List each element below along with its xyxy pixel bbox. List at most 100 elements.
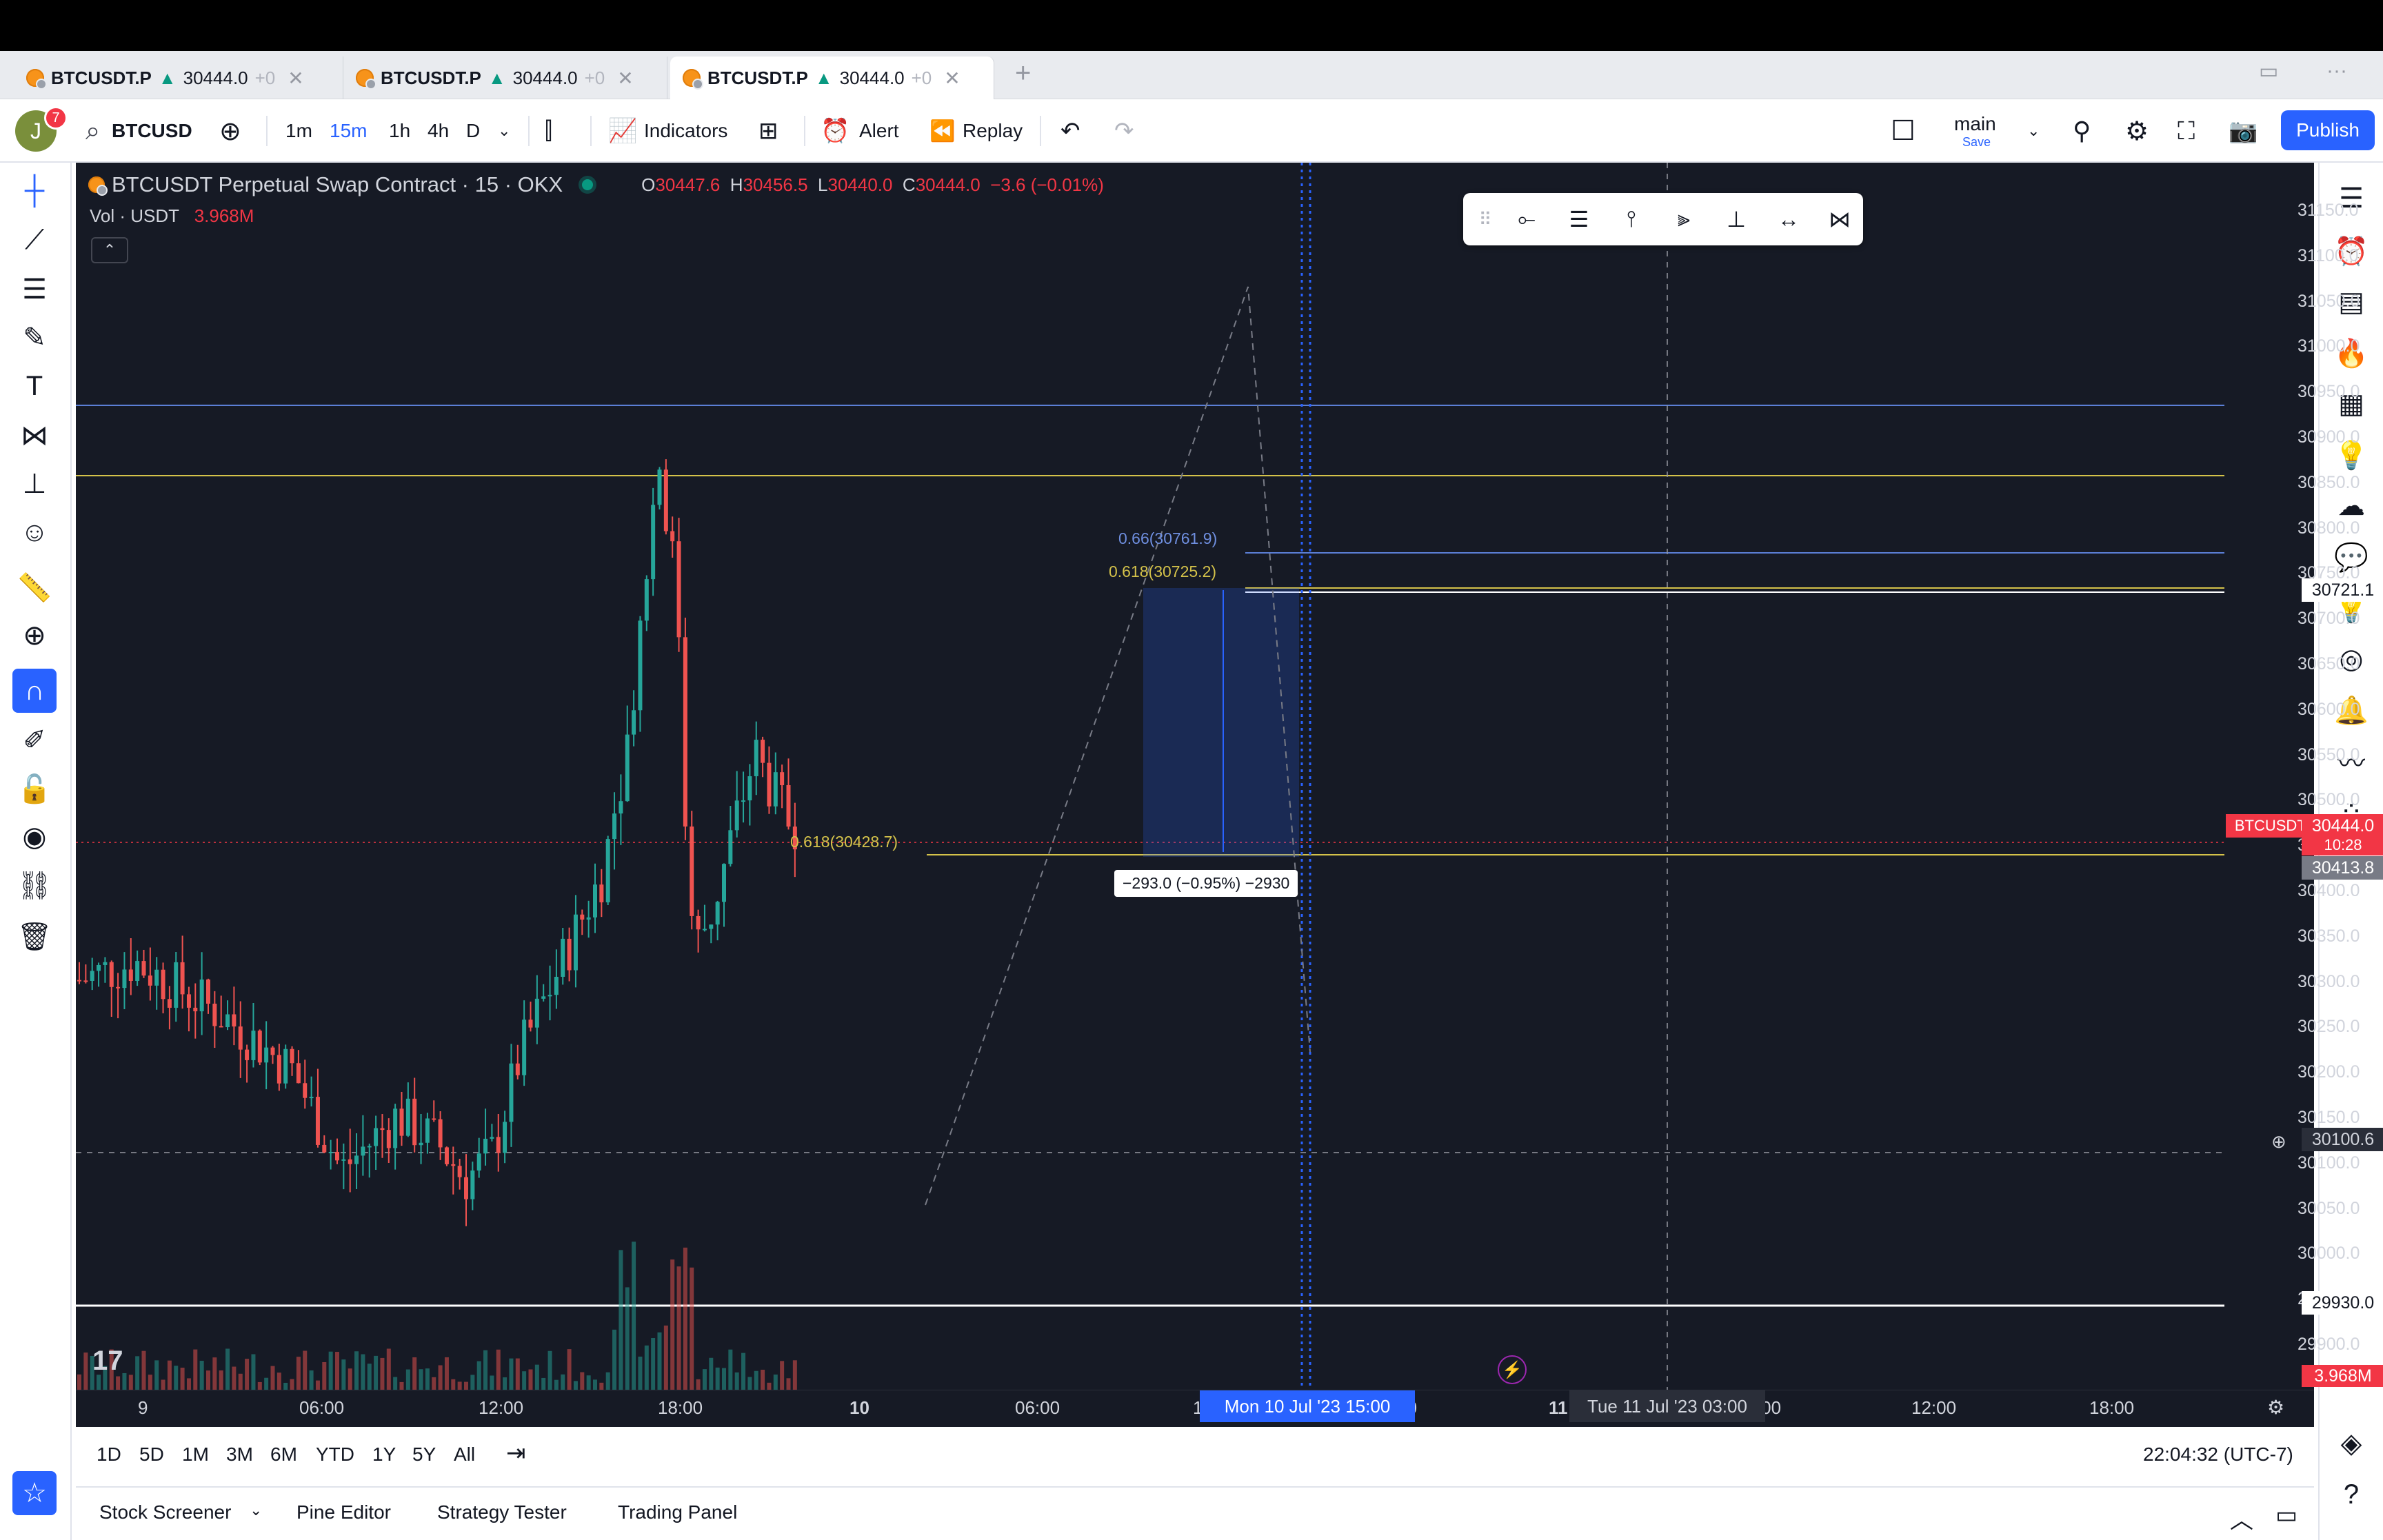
smiley-icon[interactable]: ☺ [20, 516, 49, 547]
trash-icon[interactable]: 🗑 [17, 921, 52, 952]
chart-canvas[interactable] [76, 163, 2314, 1390]
measure-icon[interactable]: ⊥ [22, 469, 47, 499]
price-range-icon[interactable]: ⊥ [1727, 207, 1746, 232]
interval-4h[interactable]: 4h [428, 120, 450, 141]
interval-1m[interactable]: 1m [285, 120, 312, 141]
ideas-bulb-icon[interactable]: 💡 [2334, 440, 2369, 471]
chat-cloud-icon[interactable]: ☁ [2337, 491, 2365, 521]
add-alert-plus-icon[interactable]: ⊕ [2271, 1131, 2286, 1152]
layers-icon[interactable]: ◈ [2340, 1428, 2362, 1459]
interval-d[interactable]: D [466, 120, 481, 141]
ruler-icon[interactable]: 📏 [17, 572, 52, 603]
chevron-down-icon[interactable]: ⌄ [250, 1501, 263, 1519]
clock[interactable]: 22:04:32 (UTC-7) [2143, 1443, 2293, 1465]
collapse-legend-icon[interactable]: ⌃ [91, 237, 128, 263]
stream-icon[interactable]: ◎ [2339, 644, 2364, 674]
replay-button[interactable]: Replay [963, 120, 1023, 141]
fullscreen-icon[interactable]: ⛶ [2178, 116, 2195, 145]
indicators-button[interactable]: Indicators [644, 120, 728, 141]
fib-retracement-icon[interactable]: ☰ [22, 274, 47, 305]
drag-handle-icon[interactable]: ⠿ [1478, 208, 1492, 230]
data-window-icon[interactable]: ▤ [2338, 287, 2364, 317]
date-range-icon[interactable]: ↔ [1778, 206, 1800, 232]
compare-plus-icon[interactable]: ⊕ [219, 116, 241, 146]
alert-button[interactable]: Alert [859, 120, 899, 141]
settings-icon[interactable]: ⚙ [2267, 1397, 2285, 1418]
close-icon[interactable]: ✕ [617, 67, 634, 89]
chart-tab-3[interactable]: BTCUSDT.P ▲ 30444.0 +0 ✕ [670, 57, 994, 99]
pattern-icon[interactable]: ⋈ [21, 421, 48, 451]
range-ytd[interactable]: YTD [316, 1443, 354, 1465]
alert-clock-icon[interactable]: ⏰ [821, 118, 850, 144]
fib-tool-icon[interactable]: ☰ [1569, 207, 1589, 232]
tab-trading-panel[interactable]: Trading Panel [618, 1501, 738, 1523]
lock-icon[interactable]: 🔓 [17, 773, 52, 804]
go-to-date-icon[interactable]: ⇥ [506, 1440, 526, 1466]
chart-tab-1[interactable]: BTCUSDT.P ▲ 30444.0 +0 ✕ [14, 57, 343, 99]
undo-icon[interactable]: ↶ [1060, 118, 1080, 144]
low-value: 30440.0 [827, 174, 893, 195]
layout-name[interactable]: main Save [1954, 99, 1996, 163]
close-icon[interactable]: ✕ [288, 67, 304, 89]
calendar-icon[interactable]: ▦ [2338, 389, 2364, 419]
text-icon[interactable]: T [26, 370, 43, 401]
range-1d[interactable]: 1D [97, 1443, 121, 1465]
hotlist-icon[interactable]: 🔥 [2334, 338, 2369, 369]
gear-icon[interactable]: ⚙ [2125, 116, 2149, 146]
interval-15m[interactable]: 15m [330, 120, 368, 141]
templates-icon[interactable]: ⊞ [758, 118, 778, 144]
tab-strategy-tester[interactable]: Strategy Tester [437, 1501, 567, 1523]
link-icon[interactable]: ⛓ [17, 870, 52, 901]
interval-1h[interactable]: 1h [389, 120, 411, 141]
lightning-icon[interactable]: ⚡ [1498, 1355, 1527, 1384]
range-6m[interactable]: 6M [270, 1443, 297, 1465]
publish-button[interactable]: Publish [2281, 110, 2375, 150]
candle-body [270, 1047, 275, 1055]
alarm-clock-icon[interactable]: ⏰ [2334, 236, 2369, 267]
search-icon[interactable]: ⌕ [86, 116, 101, 145]
trend-line-icon[interactable]: ⟋ [25, 224, 44, 255]
eye-icon[interactable]: ◉ [22, 822, 47, 852]
vertical-line-icon[interactable]: ⫯ [1627, 206, 1636, 231]
pattern-tool-icon[interactable]: ⋈ [1829, 207, 1851, 232]
quick-search-icon[interactable]: ⚲ [2073, 116, 2091, 145]
crosshair-icon[interactable]: ┼ [24, 174, 45, 205]
star-icon[interactable]: ☆ [12, 1471, 57, 1515]
line-tool-icon[interactable]: ⟜ [1518, 206, 1536, 231]
chart-pane[interactable]: BTCUSDT Perpetual Swap Contract · 15 · O… [76, 163, 2383, 1427]
help-icon[interactable]: ? [2343, 1479, 2360, 1510]
range-1m[interactable]: 1M [182, 1443, 209, 1465]
add-tab-icon[interactable]: + [1015, 58, 1032, 88]
stay-in-drawing-icon[interactable]: ✐ [23, 725, 46, 756]
chevron-up-icon[interactable]: ︿ [2230, 1508, 2253, 1534]
screen-icon[interactable]: ▭ [2259, 60, 2279, 83]
tab-stock-screener[interactable]: Stock Screener [99, 1501, 232, 1523]
replay-icon[interactable]: ⏪ [929, 119, 956, 143]
layout-square-icon[interactable]: ☐ [1891, 116, 1916, 146]
watchlist-icon[interactable]: ☰ [2339, 183, 2364, 214]
zoom-in-icon[interactable]: ⊕ [23, 620, 46, 651]
chevron-down-icon[interactable]: ⌄ [2027, 122, 2040, 139]
notification-bell-icon[interactable]: 🔔 [2334, 695, 2369, 726]
close-icon[interactable]: ✕ [944, 67, 961, 89]
maximize-panel-icon[interactable]: ▭ [2275, 1502, 2298, 1528]
redo-icon[interactable]: ↷ [1114, 118, 1134, 144]
range-all[interactable]: All [454, 1443, 476, 1465]
trend-icon[interactable]: 〰 [2337, 749, 2365, 779]
range-5d[interactable]: 5D [139, 1443, 164, 1465]
camera-icon[interactable]: 📷 [2229, 118, 2258, 144]
more-icon[interactable]: ··· [2326, 59, 2347, 82]
chat-icon[interactable]: 💬 [2334, 542, 2369, 573]
tab-pine-editor[interactable]: Pine Editor [296, 1501, 391, 1523]
brush-icon[interactable]: ✎ [23, 323, 46, 353]
range-1y[interactable]: 1Y [372, 1443, 396, 1465]
magnet-icon[interactable]: ∩ [12, 669, 57, 713]
candles-icon[interactable]: ⫿ [545, 117, 552, 144]
indicators-icon[interactable]: 📈 [608, 118, 638, 144]
chevron-down-icon[interactable]: ⌄ [498, 122, 511, 139]
range-5y[interactable]: 5Y [412, 1443, 436, 1465]
chart-tab-2[interactable]: BTCUSDT.P ▲ 30444.0 +0 ✕ [343, 57, 667, 99]
range-3m[interactable]: 3M [226, 1443, 253, 1465]
pitchfork-icon[interactable]: ⫸ [1677, 206, 1691, 231]
symbol-search[interactable]: BTCUSD [112, 120, 192, 141]
